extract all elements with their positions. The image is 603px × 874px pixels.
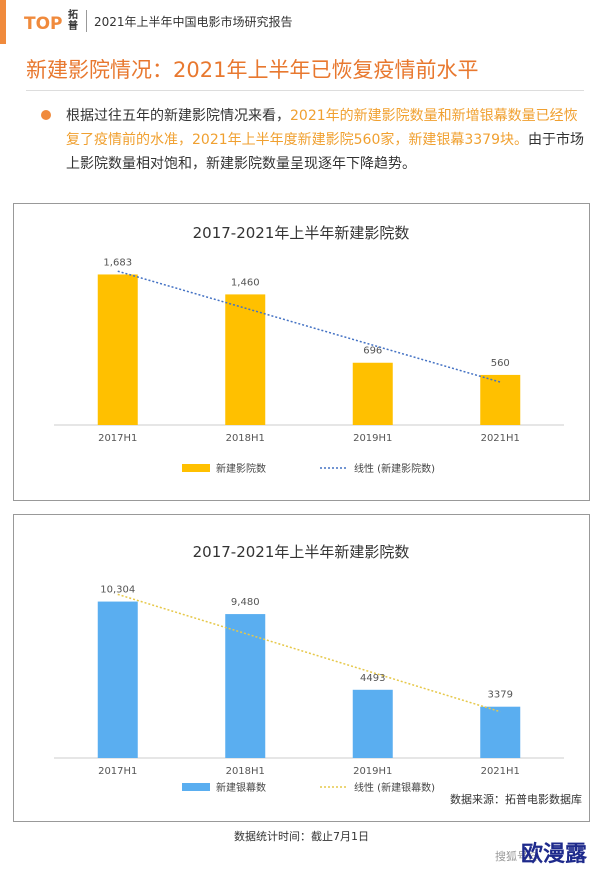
logo-text: TOP [24, 14, 63, 34]
screens-data-label: 9,480 [231, 597, 260, 608]
screens-tick-label: 2017H1 [98, 766, 137, 777]
bullet-paragraph: 根据过往五年的新建影院情况来看，2021年的新建影院数量和新增银幕数量已经恢复了… [66, 104, 591, 176]
screens-bar-2019h1 [352, 689, 393, 758]
cinemas-bar-2021h1 [480, 374, 521, 425]
watermark-small: 搜狐号@ [495, 850, 539, 863]
header-bar: TOP 拓普 2021年上半年中国电影市场研究报告 [0, 0, 603, 44]
cinemas-bar-2017h1 [97, 274, 138, 425]
screens-data-label: 10,304 [100, 585, 135, 596]
bullet-text-2: 由于市场上影院数量相对饱和，新建影院数量呈现逐年下降趋势。 [66, 132, 584, 172]
cinemas-legend-swatch-bar [182, 464, 210, 472]
logo-cn: 拓普 [68, 10, 78, 32]
top-logo-icon: TOP [24, 14, 63, 34]
cinemas-title: 2017-2021年上半年新建影院数 [193, 224, 410, 242]
bullet-highlight: 2021年的新建影院数量和新增银幕数量已经恢复了疫情前的水准，2021年上半年度… [66, 108, 578, 148]
page-title: 新建影院情况：2021年上半年已恢复疫情前水平 [26, 58, 479, 82]
screens-data-label: 4493 [360, 673, 385, 684]
chart-new-screens-svg: 2017-2021年上半年新建影院数 10,304 2017H1 9,480 2018H… [54, 543, 582, 806]
cinemas-tick-label: 2017H1 [98, 433, 137, 444]
title-divider [26, 90, 584, 91]
screens-tick-label: 2021H1 [481, 766, 520, 777]
cinemas-legend-series: 新建影院数 [216, 462, 266, 475]
cinemas-bar-2018h1 [225, 294, 266, 425]
screens-trendline [117, 593, 501, 713]
cinemas-data-label: 560 [491, 358, 510, 369]
report-title: 2021年上半年中国电影市场研究报告 [94, 15, 293, 29]
chart-new-cinemas-svg: 2017-2021年上半年新建影院数 1,683 2017H1 1,460 2018H1… [54, 224, 564, 475]
cinemas-trendline [117, 270, 501, 383]
cinemas-tick-label: 2021H1 [481, 433, 520, 444]
header-separator [86, 10, 87, 32]
cinemas-data-label: 1,683 [103, 257, 132, 268]
cinemas-legend-trend: 线性 (新建影院数) [354, 462, 435, 475]
screens-bar-2021h1 [480, 706, 521, 758]
screens-source: 数据来源：拓普电影数据库 [450, 792, 582, 806]
screens-legend-trend: 线性 (新建银幕数) [354, 781, 435, 794]
cinemas-bar-2019h1 [352, 362, 393, 425]
accent-strip [0, 0, 6, 44]
bullet-dot-icon [41, 110, 51, 120]
screens-data-label: 3379 [488, 690, 513, 701]
screens-tick-label: 2018H1 [226, 766, 265, 777]
cinemas-data-label: 696 [363, 346, 382, 357]
screens-legend-series: 新建银幕数 [216, 781, 266, 794]
screens-legend-swatch-bar [182, 783, 210, 791]
chart-new-cinemas: 2017-2021年上半年新建影院数 1,683 2017H1 1,460 2018H1… [13, 203, 590, 501]
screens-bar-2018h1 [225, 614, 266, 758]
watermark-logo: 欧漫露 [521, 842, 588, 867]
cinemas-data-label: 1,460 [231, 277, 260, 288]
cinemas-tick-label: 2018H1 [226, 433, 265, 444]
chart-new-screens: 2017-2021年上半年新建影院数 10,304 2017H1 9,480 2018H… [13, 514, 590, 822]
bullet-text-1: 根据过往五年的新建影院情况来看， [66, 108, 290, 124]
cinemas-tick-label: 2019H1 [353, 433, 392, 444]
footer-note: 数据统计时间：截止7月1日 [234, 830, 369, 843]
screens-tick-label: 2019H1 [353, 766, 392, 777]
screens-bar-2017h1 [97, 601, 138, 758]
screens-title: 2017-2021年上半年新建影院数 [193, 543, 410, 561]
